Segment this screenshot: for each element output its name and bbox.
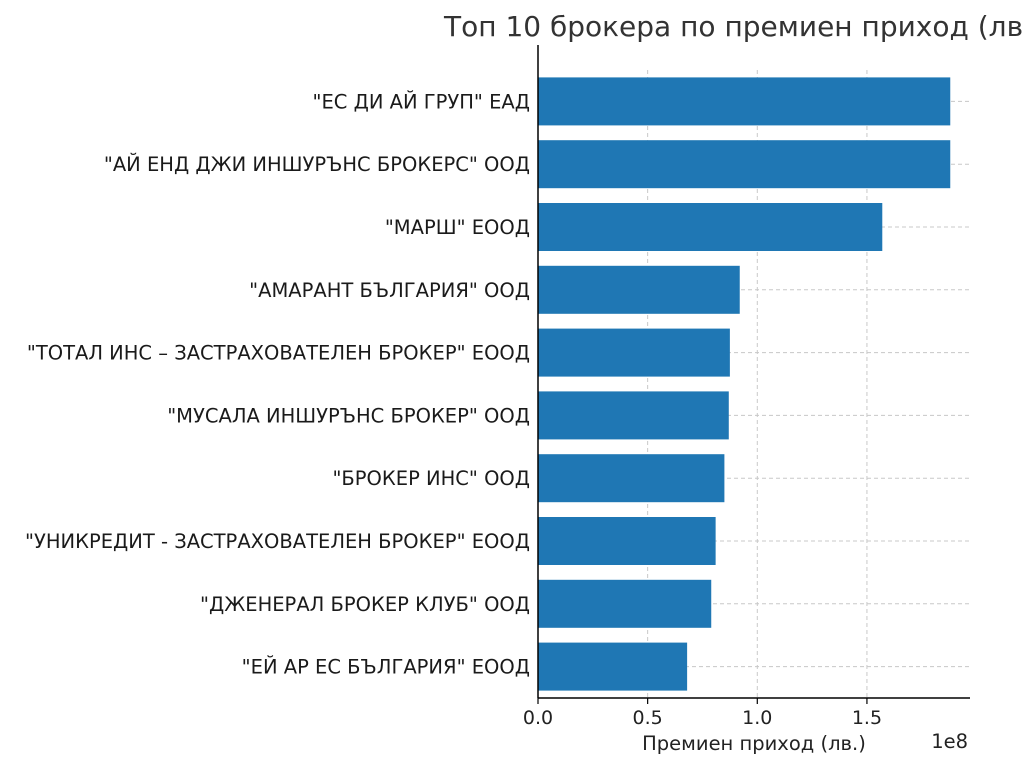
bar [538,140,951,189]
x-tick-label: 0.0 [523,707,553,729]
x-axis-label: Премиен приход (лв.) [642,732,866,755]
x-tick-label: 1.5 [852,707,882,729]
bar [538,642,688,691]
category-label: "АМАРАНТ БЪЛГАРИЯ" ООД [249,279,530,302]
x-ticks: 0.0 0.5 1.0 1.5 [523,698,882,729]
category-label: "АЙ ЕНД ДЖИ ИНШУРЪНС БРОКЕРС" ООД [104,153,530,176]
x-tick-label: 0.5 [633,707,663,729]
bar [538,203,883,251]
category-label: "ЕС ДИ АЙ ГРУП" ЕАД [312,90,530,113]
category-label: "БРОКЕР ИНС" ООД [332,467,530,490]
bar [538,391,729,440]
bar [538,579,712,628]
bar [538,517,716,565]
bar [538,77,951,126]
axes [537,45,970,699]
bar [538,265,740,314]
category-labels: "ЕС ДИ АЙ ГРУП" ЕАД "АЙ ЕНД ДЖИ ИНШУРЪНС … [25,90,530,678]
bar [538,454,725,503]
chart-title: Топ 10 брокера по премиен приход (лв.) [443,10,1024,43]
bars [538,77,951,691]
bar [538,328,730,377]
category-label: "ТОТАЛ ИНС – ЗАСТРАХОВАТЕЛЕН БРОКЕР" ЕОО… [27,342,530,365]
category-label: "МАРШ" ЕООД [385,216,530,239]
category-label: "МУСАЛА ИНШУРЪНС БРОКЕР" ООД [167,404,530,427]
category-label: "ЕЙ АР ЕС БЪЛГАРИЯ" ЕООД [242,656,530,679]
x-axis-offset-text: 1e8 [931,730,968,753]
category-label: "ДЖЕНЕРАЛ БРОКЕР КЛУБ" ООД [200,593,530,616]
x-tick-label: 1.0 [742,707,772,729]
category-label: "УНИКРЕДИТ - ЗАСТРАХОВАТЕЛЕН БРОКЕР" ЕОО… [25,530,530,553]
